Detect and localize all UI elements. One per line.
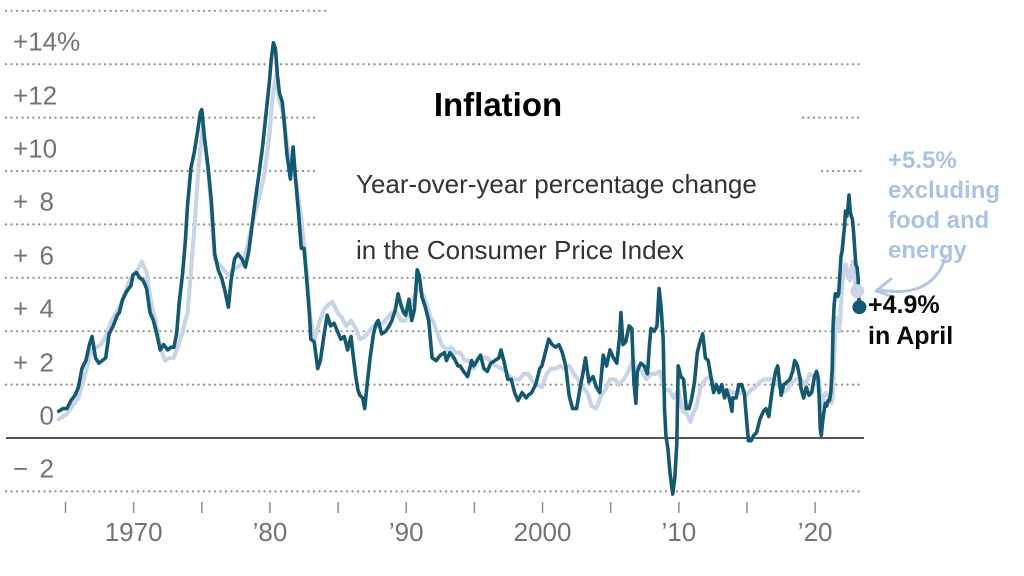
annotation-arrowhead bbox=[874, 277, 896, 299]
headline-annotation-line-2: in April bbox=[868, 322, 954, 350]
headline-annotation-value: +4.9% bbox=[868, 291, 940, 319]
chart-subtitle: Year-over-year percentage change in the … bbox=[356, 133, 757, 301]
y-axis-label: +6 bbox=[13, 240, 54, 271]
x-axis-label: ’80 bbox=[252, 517, 288, 547]
x-axis-label: ’90 bbox=[388, 517, 424, 547]
core-annotation-value: +5.5% bbox=[888, 147, 957, 174]
chart-subtitle-line-2: in the Consumer Price Index bbox=[356, 235, 685, 265]
y-axis-label: +2 bbox=[13, 347, 54, 378]
y-axis-label: +12 bbox=[13, 80, 58, 111]
y-axis-label: −2 bbox=[13, 453, 54, 484]
y-axis-label: +14% bbox=[13, 26, 81, 57]
y-axis-label: +4 bbox=[13, 293, 54, 324]
chart-subtitle-line-1: Year-over-year percentage change bbox=[356, 169, 757, 199]
headline-series-annotation: +4.9% in April bbox=[868, 290, 953, 352]
y-axis-label: 0 bbox=[39, 400, 54, 431]
core-series-endpoint-dot bbox=[850, 284, 865, 299]
core-annotation-line-4: energy bbox=[888, 237, 967, 264]
core-annotation-line-3: food and bbox=[888, 207, 990, 234]
core-series-annotation: +5.5% excluding food and energy bbox=[888, 146, 1000, 266]
chart-title: Inflation bbox=[433, 86, 563, 123]
x-axis-label: 2000 bbox=[513, 517, 572, 547]
annotation-arrow bbox=[878, 254, 948, 294]
x-axis-label: ’20 bbox=[797, 517, 833, 547]
y-axis-label: +8 bbox=[13, 186, 54, 217]
headline-series-line bbox=[56, 41, 863, 496]
x-axis-label: 1970 bbox=[104, 517, 163, 547]
core-annotation-line-2: excluding bbox=[888, 177, 1001, 204]
y-axis-label: +10 bbox=[13, 133, 58, 164]
x-axis-label: ’10 bbox=[661, 517, 697, 547]
headline-series-endpoint-dot bbox=[852, 300, 867, 315]
